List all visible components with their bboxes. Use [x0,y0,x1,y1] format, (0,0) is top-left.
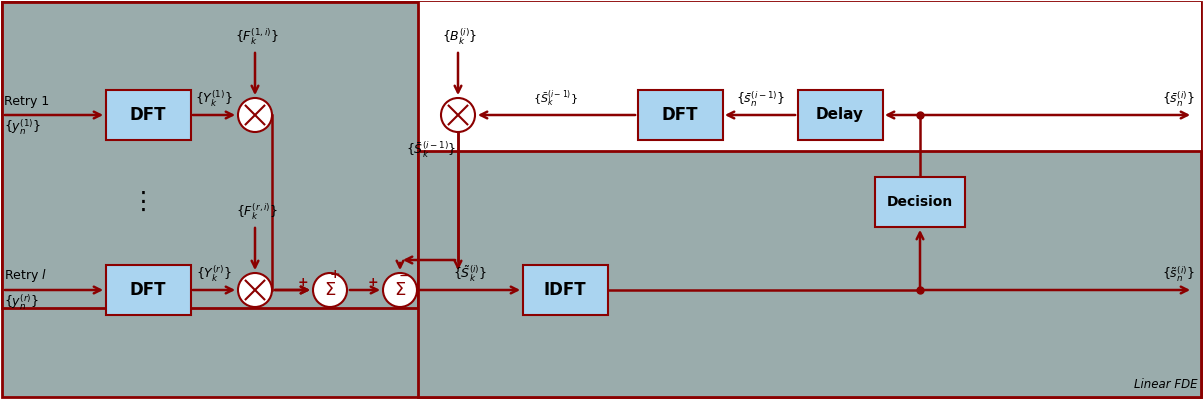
Text: $\{F_k^{(r,i)}\}$: $\{F_k^{(r,i)}\}$ [236,202,278,222]
Text: $\{\bar{S}_k^{(i-1)}\}$: $\{\bar{S}_k^{(i-1)}\}$ [533,89,579,109]
Text: $\{Y_k^{(r)}\}$: $\{Y_k^{(r)}\}$ [196,264,232,284]
Text: DFT: DFT [662,106,698,124]
Circle shape [238,273,272,307]
Circle shape [442,98,475,132]
Text: Linear FDE: Linear FDE [1133,379,1197,391]
Text: IDFT: IDFT [544,281,586,299]
Text: $\{\tilde{S}_k^{(i)}\}$: $\{\tilde{S}_k^{(i)}\}$ [454,264,487,284]
Text: $\{\bar{s}_n^{(i-1)}\}$: $\{\bar{s}_n^{(i-1)}\}$ [735,89,784,109]
Circle shape [238,98,272,132]
FancyBboxPatch shape [798,90,883,140]
Text: $\{B_k^{(i)}\}$: $\{B_k^{(i)}\}$ [443,27,478,47]
Text: $\{\bar{s}_n^{(i)}\}$: $\{\bar{s}_n^{(i)}\}$ [1162,89,1195,109]
Text: +: + [367,275,378,288]
Text: $\{\bar{S}_k^{(i-1)}\}$: $\{\bar{S}_k^{(i-1)}\}$ [405,140,456,160]
Circle shape [313,273,346,307]
Text: +: + [330,268,340,281]
FancyBboxPatch shape [417,151,1201,397]
Text: Delay: Delay [816,107,864,122]
Text: $\{Y_k^{(1)}\}$: $\{Y_k^{(1)}\}$ [195,89,233,109]
Text: $\vdots$: $\vdots$ [130,190,146,214]
FancyBboxPatch shape [522,265,608,315]
Text: $\{y_n^{(1)}\}$: $\{y_n^{(1)}\}$ [4,117,41,137]
FancyBboxPatch shape [2,2,417,308]
Text: $\{F_k^{(1,i)}\}$: $\{F_k^{(1,i)}\}$ [235,27,279,47]
Text: $\{\tilde{s}_n^{(i)}\}$: $\{\tilde{s}_n^{(i)}\}$ [1162,264,1195,284]
FancyBboxPatch shape [106,265,190,315]
FancyBboxPatch shape [638,90,723,140]
Circle shape [383,273,417,307]
Text: $\Sigma$: $\Sigma$ [393,281,407,299]
Text: Decision: Decision [887,195,953,209]
FancyBboxPatch shape [106,90,190,140]
FancyBboxPatch shape [875,177,965,227]
Text: $-$: $-$ [398,268,410,282]
Text: DFT: DFT [130,106,166,124]
Text: Retry 1: Retry 1 [4,95,49,107]
Text: DFT: DFT [130,281,166,299]
FancyBboxPatch shape [417,2,1201,248]
Text: +: + [297,275,308,288]
Text: $\{y_n^{(r)}\}$: $\{y_n^{(r)}\}$ [4,292,40,312]
Text: $\Sigma$: $\Sigma$ [324,281,336,299]
Text: Retry $l$: Retry $l$ [4,267,47,284]
